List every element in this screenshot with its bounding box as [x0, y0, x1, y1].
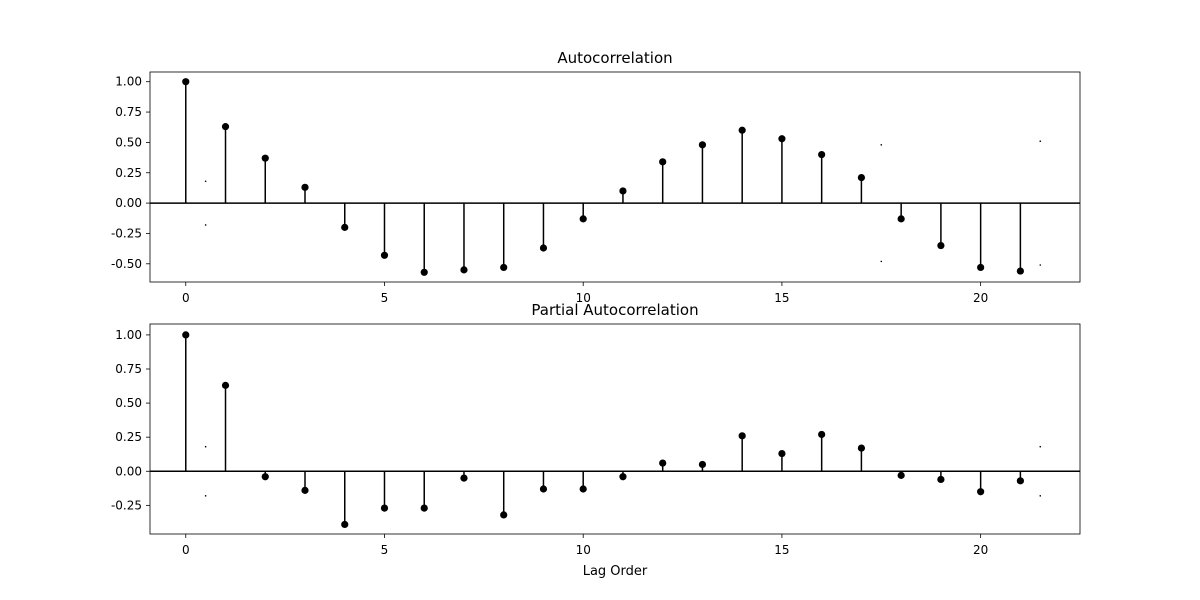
stem-marker [579, 215, 587, 223]
plot-frame [149, 71, 1081, 283]
stem-marker [380, 251, 389, 259]
stem-marker [937, 475, 945, 484]
y-tick-label: 0.25 [115, 430, 142, 444]
stem-marker [301, 486, 309, 494]
stem-marker [977, 488, 985, 496]
stem-marker [1016, 477, 1024, 485]
stem-marker [341, 223, 349, 231]
partial-autocorrelation-panel: Partial Autocorrelation Lag Order -0.25 0… [111, 301, 1081, 579]
y-tick-label: -0.50 [111, 257, 142, 271]
stem-marker [539, 244, 548, 252]
x-tick-label: 15 [774, 291, 789, 305]
confidence-upper-mark [204, 445, 207, 448]
stem-marker [420, 504, 428, 512]
stem-marker [380, 504, 389, 512]
stem-marker [738, 126, 746, 134]
y-tick-label: 0.75 [115, 105, 142, 119]
stem-marker [659, 459, 667, 467]
x-tick-label: 5 [381, 291, 389, 305]
stem-marker [698, 460, 707, 469]
stem-marker [619, 187, 627, 195]
stem-marker [221, 123, 230, 131]
y-tick-label: -0.25 [111, 226, 142, 240]
confidence-lower-mark [880, 260, 883, 263]
x-tick-label: 20 [973, 291, 988, 305]
y-tick-label: 1.00 [115, 328, 142, 342]
partial-autocorrelation-title: Partial Autocorrelation [531, 301, 698, 319]
stem-marker [778, 449, 786, 458]
y-tick-label: -0.25 [111, 498, 142, 512]
stem-marker [778, 135, 786, 143]
stem-marker [261, 154, 269, 162]
confidence-upper-mark [1039, 140, 1042, 142]
stem-marker [460, 266, 468, 274]
x-tick-label: 0 [182, 543, 190, 557]
stem-marker [261, 473, 269, 481]
confidence-upper-mark [1039, 445, 1042, 448]
confidence-lower-mark [1039, 264, 1042, 266]
x-tick-label: 20 [973, 543, 988, 557]
stem-marker [818, 150, 826, 159]
x-axis-label: Lag Order [583, 564, 648, 579]
stem-marker [539, 485, 548, 493]
autocorrelation-title: Autocorrelation [557, 49, 672, 67]
y-tick-label: 0.75 [115, 362, 142, 376]
confidence-lower-mark [1039, 495, 1042, 497]
autocorrelation-panel: Autocorrelation -0.50 -0.25 0.00 0.25 0.50 0.… [111, 49, 1081, 305]
stem-marker [937, 241, 945, 250]
plot-frame [149, 323, 1081, 535]
stem-marker [857, 444, 866, 452]
stem-marker [500, 511, 508, 519]
stem-marker [420, 268, 428, 276]
x-tick-label: 10 [576, 291, 591, 305]
y-tick-label: 0.50 [115, 396, 142, 410]
stem-marker [977, 263, 985, 272]
y-tick-label: 0.50 [115, 135, 142, 149]
stem-marker [500, 263, 508, 272]
stem-marker [579, 485, 587, 493]
stem-marker [221, 381, 230, 389]
stem-marker [301, 183, 309, 191]
x-tick-label: 15 [774, 543, 789, 557]
x-tick-label: 5 [381, 543, 389, 557]
stem-marker [897, 471, 905, 479]
confidence-lower-mark [204, 224, 207, 226]
stem-marker [897, 215, 905, 223]
y-tick-label: 0.00 [115, 464, 142, 478]
x-tick-label: 0 [182, 291, 190, 305]
y-tick-label: 0.00 [115, 196, 142, 210]
stem-marker [818, 430, 826, 439]
confidence-upper-mark [880, 144, 883, 146]
confidence-upper-mark [204, 180, 207, 183]
stem-marker [1016, 267, 1024, 275]
stem-marker [659, 158, 667, 166]
stem-marker [182, 78, 190, 86]
y-tick-label: 1.00 [115, 75, 142, 89]
stem-marker [738, 432, 746, 440]
stem-marker [619, 473, 627, 481]
confidence-lower-mark [204, 495, 207, 497]
x-tick-label: 10 [576, 543, 591, 557]
stem-marker [857, 174, 866, 182]
stem-marker [698, 141, 707, 149]
stem-marker [182, 331, 190, 339]
y-tick-label: 0.25 [115, 166, 142, 180]
stem-marker [460, 474, 468, 482]
stem-marker [341, 520, 349, 529]
